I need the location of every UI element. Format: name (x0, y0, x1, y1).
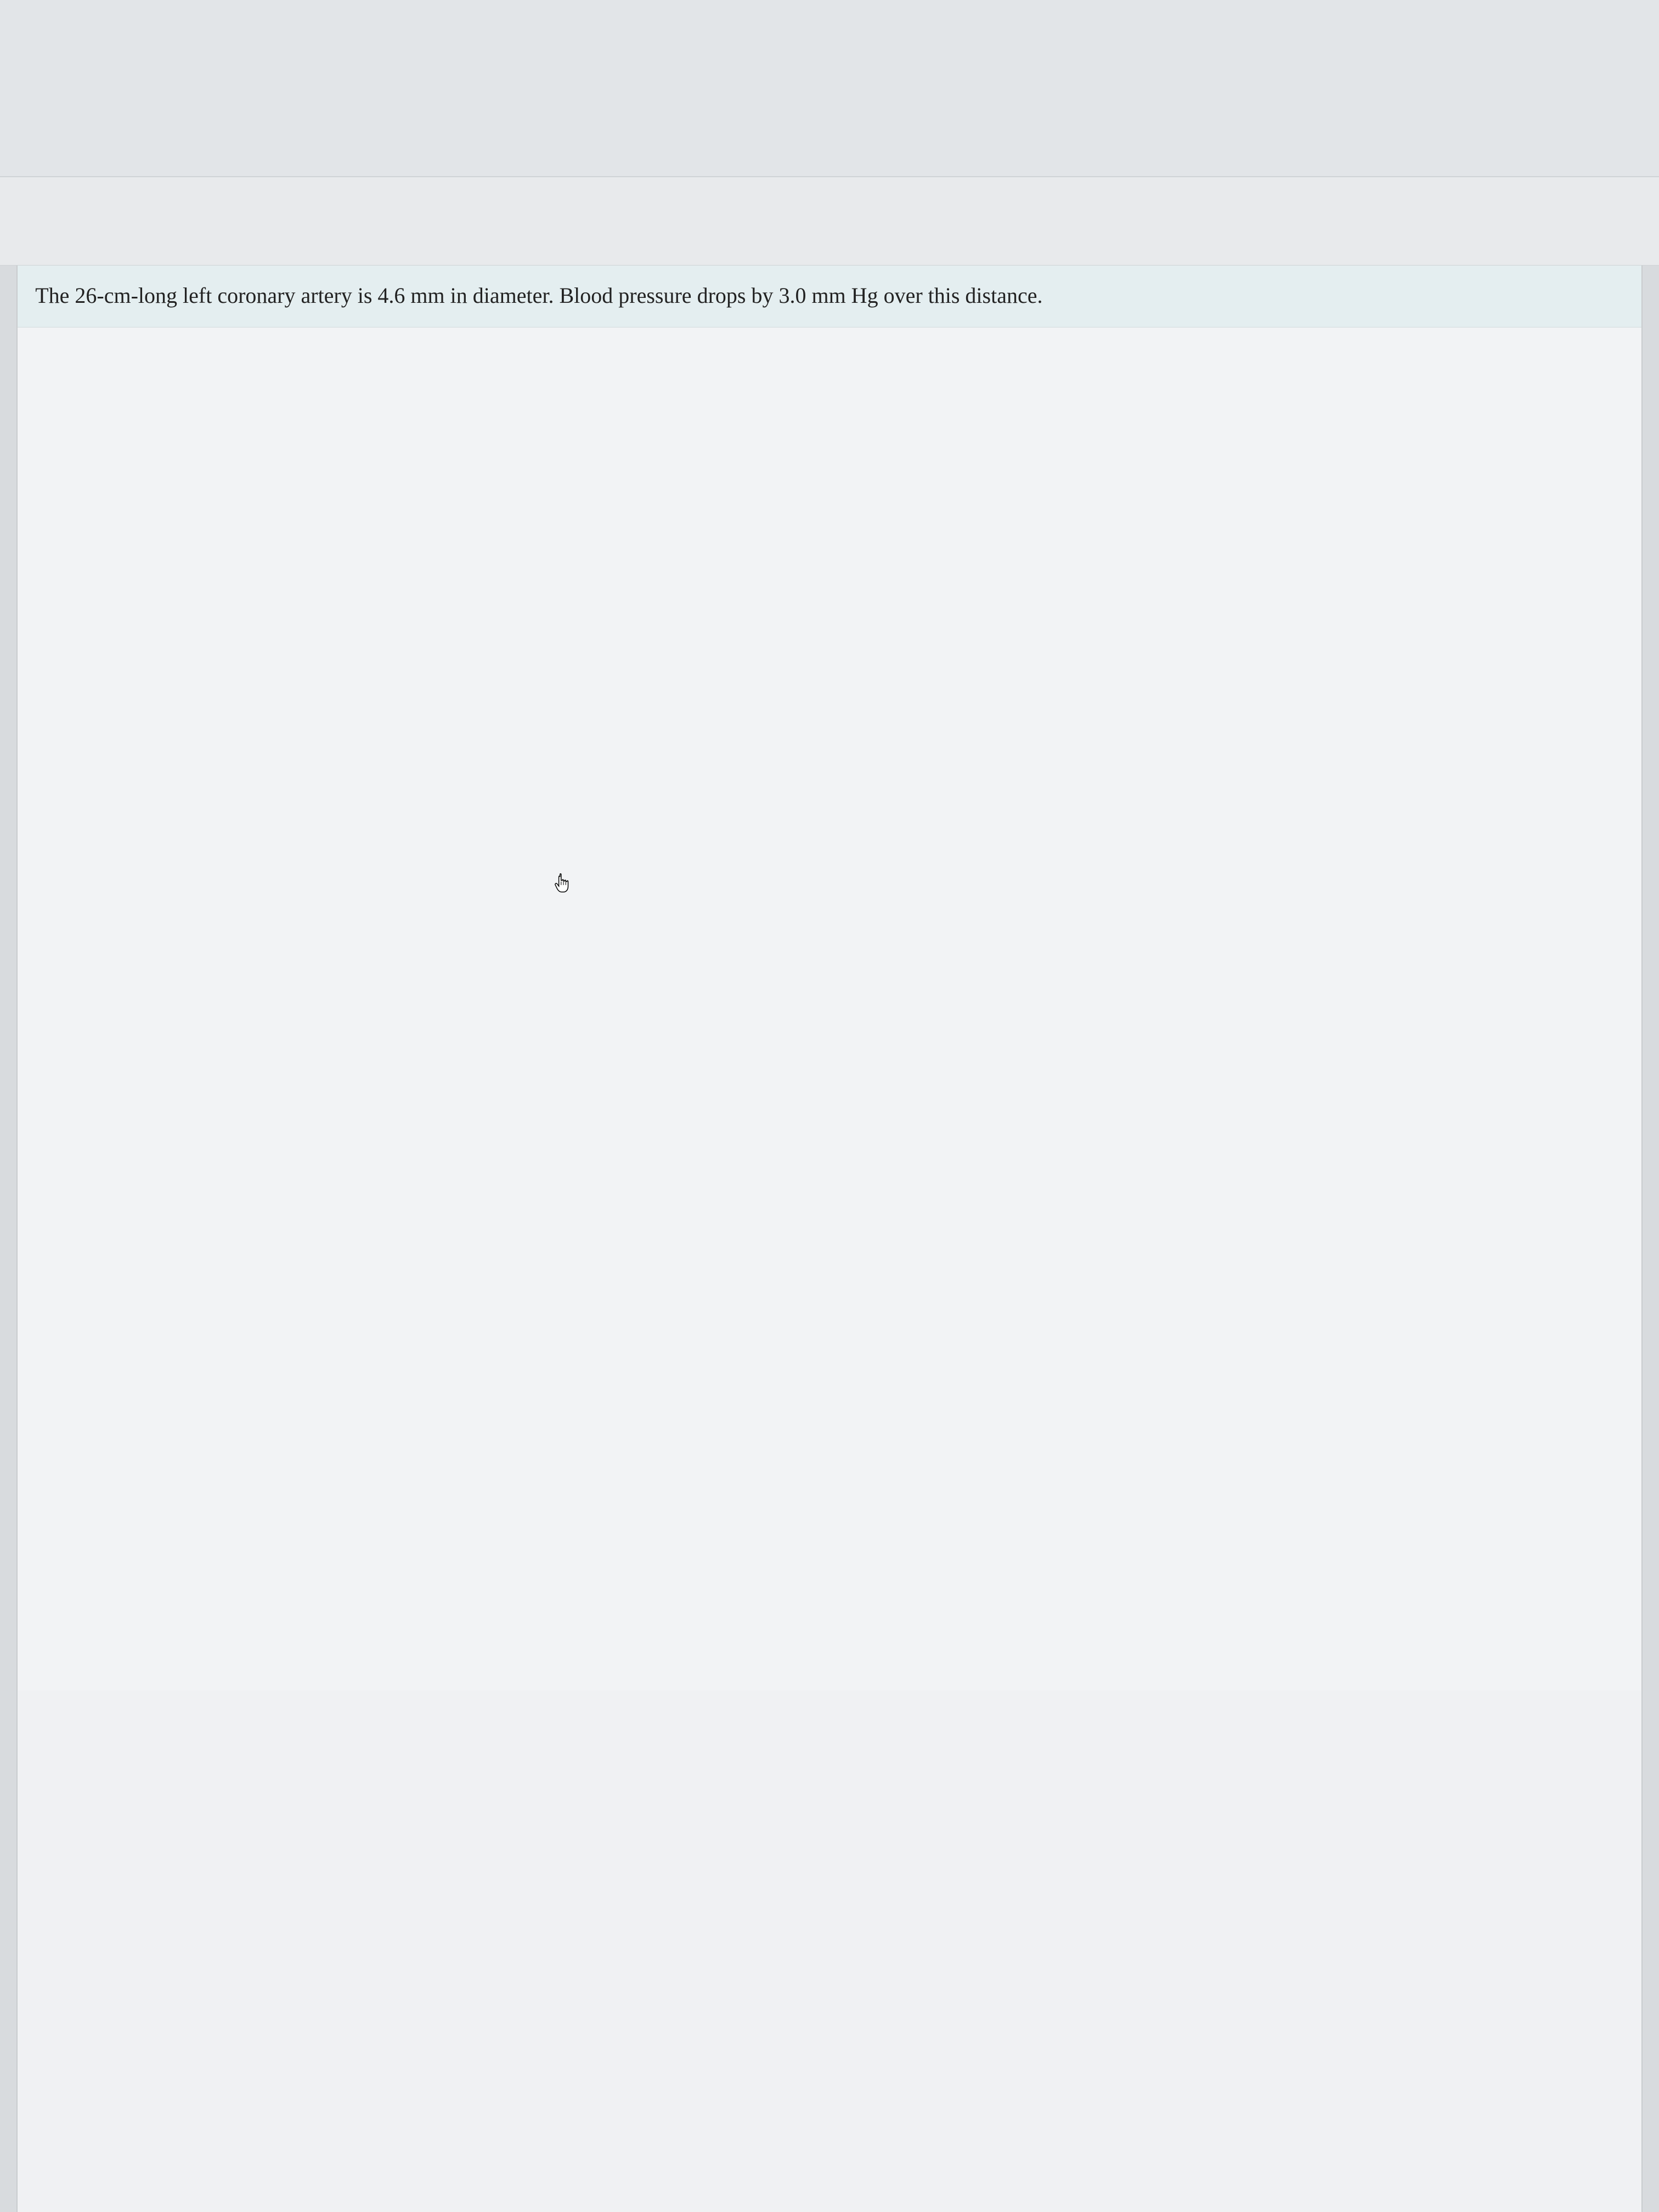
question-highlight-box: The 26-cm-long left coronary artery is 4… (18, 266, 1641, 328)
toolbar-gap (0, 177, 1659, 266)
content-panel: The 26-cm-long left coronary artery is 4… (16, 266, 1643, 2212)
question-text[interactable]: The 26-cm-long left coronary artery is 4… (35, 281, 1624, 311)
hand-pointer-icon (554, 872, 572, 893)
answer-area[interactable] (18, 328, 1641, 1690)
window-chrome-gap (0, 0, 1659, 177)
